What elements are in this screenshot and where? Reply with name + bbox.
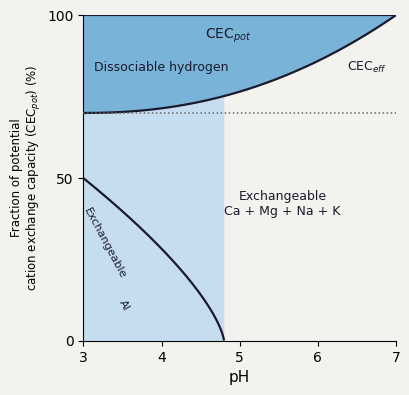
Text: Exchangeable: Exchangeable bbox=[81, 206, 127, 280]
Text: CEC$_{pot}$: CEC$_{pot}$ bbox=[204, 26, 251, 45]
X-axis label: pH: pH bbox=[229, 370, 249, 385]
Text: CEC$_{eff}$: CEC$_{eff}$ bbox=[346, 60, 387, 75]
Text: Al: Al bbox=[117, 298, 130, 312]
Text: Dissociable hydrogen: Dissociable hydrogen bbox=[94, 61, 228, 74]
Y-axis label: Fraction of potential
cation exchange capacity (CEC$_{pot}$) (%): Fraction of potential cation exchange ca… bbox=[10, 65, 43, 292]
Text: Exchangeable
Ca + Mg + Na + K: Exchangeable Ca + Mg + Na + K bbox=[224, 190, 340, 218]
